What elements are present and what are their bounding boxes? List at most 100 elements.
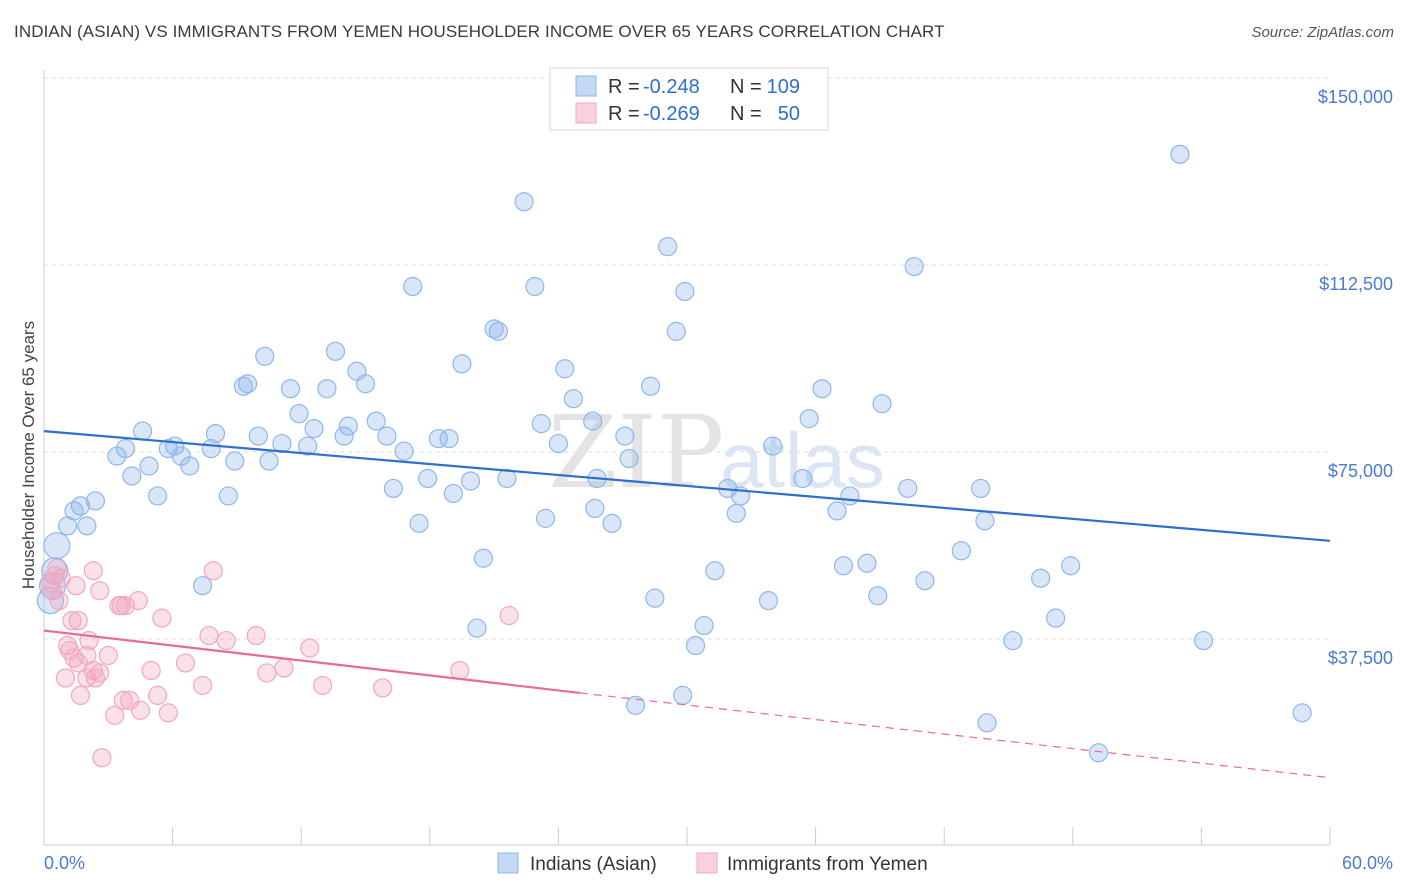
yemen-point-19 (83, 561, 103, 581)
yemen-trend-line (43, 629, 580, 694)
yemen-point-36 (158, 703, 178, 723)
indians-point-74 (666, 321, 686, 341)
indians-point-43 (394, 441, 414, 461)
indians-point-14 (147, 486, 168, 506)
legend-r-value: -0.269 (643, 103, 700, 125)
indians-point-45 (409, 513, 429, 533)
indians-point-34 (317, 379, 337, 399)
yemen-point-35 (152, 608, 172, 628)
indians-point-29 (272, 433, 292, 454)
indians-point-96 (951, 541, 971, 561)
indians-point-30 (280, 379, 301, 399)
indians-point-101 (1031, 568, 1051, 588)
indians-point-64 (583, 411, 603, 431)
yemen-point-44 (274, 658, 294, 678)
y-tick-label: $37,500 (1328, 648, 1393, 668)
indians-point-13 (139, 456, 159, 476)
indians-point-73 (658, 237, 678, 257)
indians-point-21 (205, 424, 226, 444)
indians-point-8 (85, 491, 106, 511)
yemen-point-42 (246, 625, 266, 646)
yemen-point-13 (68, 610, 88, 631)
yemen-point-11 (66, 576, 86, 596)
indians-point-95 (915, 571, 935, 591)
indians-point-88 (833, 556, 854, 576)
indians-point-23 (225, 451, 245, 471)
indians-point-5 (64, 501, 84, 521)
legend-n-value: 109 (767, 76, 800, 98)
yemen-point-25 (105, 705, 125, 725)
yemen-point-22 (90, 663, 110, 683)
legend-n-value: 50 (778, 103, 800, 125)
watermark: ZIP atlas (548, 394, 885, 511)
indians-point-6 (70, 496, 91, 516)
axes (43, 70, 1331, 846)
yemen-point-4 (49, 591, 69, 611)
indians-point-84 (793, 468, 813, 489)
yemen-point-9 (62, 610, 82, 631)
indians-point-89 (840, 486, 860, 506)
x-tick-labels: 0.0% 60.0% (44, 853, 1393, 873)
indians-point-60 (535, 508, 556, 528)
legend-n-label: N = (730, 103, 762, 125)
indians-point-93 (898, 478, 918, 499)
indians-point-108 (673, 685, 693, 706)
indians-point-25 (238, 374, 258, 394)
indians-point-107 (1292, 703, 1312, 723)
indians-point-82 (758, 591, 779, 611)
yemen-point-43 (257, 663, 277, 683)
indians-point-63 (563, 389, 584, 409)
indians-point-33 (304, 419, 324, 439)
indians-point-77 (694, 615, 714, 636)
yemen-point-23 (92, 748, 112, 768)
legend-swatch-yemen (696, 852, 718, 874)
indians-point-67 (602, 513, 622, 533)
y-tick-label: $112,500 (1319, 274, 1393, 294)
yemen-point-46 (313, 675, 333, 696)
indians-point-7 (77, 516, 97, 536)
legend-row-yemen: R = -0.269 N = 50 (575, 102, 800, 125)
indians-point-36 (334, 426, 354, 446)
yemen-point-24 (98, 645, 118, 666)
trend-lines (43, 430, 1331, 779)
correlation-legend: R = -0.248 N = 109 R = -0.269 N = 50 (549, 67, 829, 131)
indians-point-83 (763, 436, 783, 456)
source-label: Source: ZipAtlas.com (1251, 24, 1394, 41)
indians-point-56 (497, 468, 517, 489)
yemen-point-6 (55, 668, 76, 688)
yemen-point-21 (90, 581, 110, 601)
yemen-point-31 (128, 591, 148, 611)
data-points (36, 144, 1312, 768)
indians-point-58 (525, 276, 545, 297)
yemen-point-39 (199, 625, 219, 646)
yemen-point-41 (216, 630, 236, 651)
legend-swatch-pink (575, 102, 597, 124)
indians-point-70 (625, 695, 646, 715)
grid-lines (44, 77, 1330, 640)
indians-point-51 (460, 471, 481, 491)
indians-point-18 (180, 456, 200, 476)
indians-point-35 (325, 341, 346, 361)
indians-point-75 (675, 281, 695, 302)
y-tick-label: $150,000 (1318, 87, 1393, 107)
legend-n-label: N = (730, 76, 762, 98)
indians-point-94 (904, 256, 924, 277)
indians-point-104 (1088, 743, 1109, 763)
indians-point-92 (872, 394, 892, 414)
indians-point-90 (857, 553, 877, 573)
legend-swatch-indians (497, 852, 519, 874)
legend-label-yemen: Immigrants from Yemen (727, 854, 928, 875)
indians-point-87 (827, 501, 847, 521)
indians-point-72 (645, 588, 665, 608)
indians-point-57 (514, 192, 534, 212)
indians-point-68 (615, 426, 635, 446)
yemen-point-49 (499, 606, 519, 626)
series-legend: Indians (Asian) Immigrants from Yemen (497, 852, 928, 875)
indians-point-78 (705, 561, 725, 581)
legend-label-indians: Indians (Asian) (530, 854, 657, 875)
indians-point-19 (193, 576, 213, 596)
indians-point-42 (383, 478, 403, 499)
indians-point-62 (555, 359, 575, 379)
indians-point-55 (488, 321, 508, 341)
